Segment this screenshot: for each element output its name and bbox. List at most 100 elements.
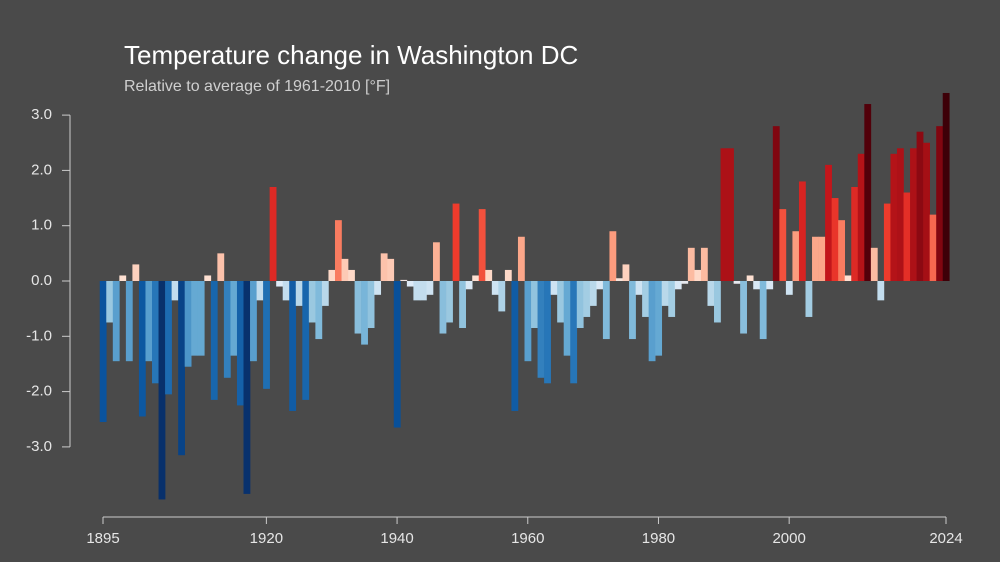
bar [942,92,950,281]
bar [498,281,506,312]
bar [896,148,904,281]
bar [387,258,395,281]
bar [759,281,767,340]
bar [308,281,316,323]
bar [563,281,571,356]
bar [178,281,185,456]
bar [798,181,806,281]
bar [687,247,695,281]
bar [903,192,911,281]
bar [883,203,891,281]
bar [236,281,244,406]
bar [511,281,519,411]
bar [374,281,382,295]
bar [629,281,636,340]
bar [393,281,401,428]
bar [230,281,238,356]
x-tick-label: 1920 [250,530,283,547]
bar [864,104,872,281]
x-tick-label: 1980 [642,530,675,547]
bar [433,242,440,281]
bar [354,281,362,334]
bar [191,281,199,356]
bar [668,281,676,317]
bar [714,281,721,323]
bar [694,269,702,281]
bar [491,281,499,295]
bar [256,281,264,301]
bar [223,281,231,378]
bar [648,281,656,362]
bar [446,281,453,323]
bar [890,153,898,281]
bar [119,275,127,281]
bar [910,148,917,281]
bar [583,281,591,317]
bar [125,281,133,362]
bar [831,198,839,281]
bar [635,281,643,295]
bar [302,281,310,400]
bar [367,281,375,329]
bar [720,148,728,281]
bar [380,253,388,281]
bar [99,281,107,423]
bar [112,281,120,362]
bar [838,220,846,281]
x-tick-label: 1940 [380,530,413,547]
bar [250,281,257,362]
y-tick-label: 1.0 [31,217,52,234]
bar [459,281,466,329]
bar [158,281,166,500]
x-tick-label: 2000 [772,530,805,547]
bar [348,269,355,281]
bar [269,186,277,281]
bar [537,281,545,378]
bar [413,281,421,301]
bar [550,281,558,295]
bar [655,281,663,356]
bar [596,281,604,290]
bar [753,281,761,290]
bar [184,281,192,367]
bar [779,209,787,281]
y-tick-label: -3.0 [26,438,52,455]
bar [877,281,885,301]
bar [138,281,146,417]
bar [531,281,538,329]
y-tick-label: -1.0 [26,327,52,344]
bar [321,281,329,306]
bar [818,236,826,281]
bar [929,214,937,281]
bar [576,281,584,329]
bar [825,164,832,281]
bar [426,281,434,295]
bar [315,281,323,340]
bar [106,281,114,323]
bar [243,281,251,494]
bar [851,186,859,281]
bar [916,131,924,281]
bar [210,281,218,400]
x-tick-label: 1895 [86,530,119,547]
bar [295,281,303,306]
bar [622,264,630,281]
bar [289,281,297,411]
y-tick-label: 2.0 [31,161,52,178]
bar [341,258,349,281]
bar [805,281,813,317]
y-tick-label: 0.0 [31,272,52,289]
bar [609,231,617,281]
bar [165,281,172,395]
bar [204,275,212,281]
bar [524,281,532,362]
bar [517,236,525,281]
bar [661,281,669,306]
bar [792,231,800,281]
bar [145,281,153,362]
bar [171,281,179,301]
bar [707,281,715,306]
bar [217,253,225,281]
bar [615,278,623,281]
